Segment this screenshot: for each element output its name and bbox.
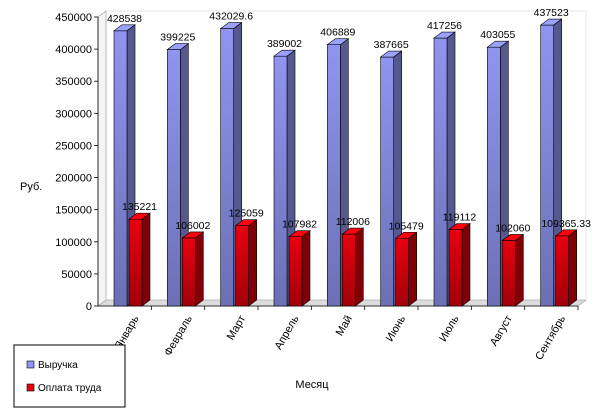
data-label-labor: 119112 — [443, 212, 477, 224]
data-label-labor: 102060 — [495, 222, 530, 234]
data-label-labor: 112006 — [336, 216, 370, 228]
y-tick-label: 0 — [86, 301, 92, 313]
x-tick-label: Март — [225, 314, 249, 343]
y-tick-label: 50000 — [61, 269, 92, 281]
y-tick-label: 250000 — [55, 140, 92, 152]
y-tick-label: 450000 — [55, 12, 92, 24]
x-tick-label: Апрель — [273, 313, 302, 352]
data-label-revenue: 399225 — [160, 32, 195, 44]
x-tick-label: Сентябрь — [533, 313, 568, 362]
y-tick-label: 100000 — [55, 237, 92, 249]
data-label-labor: 106002 — [175, 220, 210, 232]
side-wall — [97, 10, 107, 307]
data-label-revenue: 437523 — [534, 7, 569, 19]
bar-labor — [181, 231, 205, 307]
legend-swatch-revenue — [26, 360, 35, 369]
bar-revenue — [539, 18, 563, 307]
data-label-revenue: 403055 — [480, 29, 515, 41]
bar-labor — [501, 233, 525, 307]
bar-labor — [448, 222, 471, 307]
data-label-labor: 107982 — [282, 219, 317, 231]
x-tick-label: Февраль — [162, 313, 195, 358]
legend-label-revenue: Выручка — [38, 360, 78, 371]
x-tick-label: Июль — [437, 313, 462, 344]
y-tick-label: 400000 — [55, 44, 92, 56]
bar-labor — [288, 230, 311, 307]
data-label-labor: 125059 — [229, 208, 264, 220]
y-axis-title: Руб. — [20, 181, 42, 193]
y-tick-label: 350000 — [55, 76, 92, 88]
bar-labor — [234, 219, 258, 307]
y-tick-label: 200000 — [55, 173, 92, 185]
data-label-revenue: 406889 — [320, 27, 355, 39]
x-axis-ticks: Январь Февраль Март Апрель Май Июнь Июль Август… — [112, 306, 579, 362]
x-tick-label: Май — [334, 314, 355, 339]
data-label-revenue: 417256 — [427, 20, 462, 32]
bar-labor — [128, 212, 151, 307]
y-tick-label: 150000 — [55, 205, 92, 217]
data-label-labor: 105479 — [389, 220, 424, 232]
data-label-revenue: 432029.6 — [209, 11, 253, 23]
legend-box — [13, 344, 126, 408]
legend: Выручка Оплата труда — [13, 344, 126, 408]
data-label-labor: 109365.33 — [541, 218, 591, 230]
data-label-revenue: 428538 — [107, 13, 142, 25]
data-labels: 428538 135221 399225 106002 432029.6 125059 38… — [107, 7, 591, 234]
legend-label-labor: Оплата труда — [38, 383, 102, 394]
bar-labor — [554, 229, 578, 307]
bar-labor — [394, 231, 418, 307]
y-tick-label: 300000 — [55, 108, 92, 120]
data-label-revenue: 389002 — [267, 38, 302, 50]
bar-revenue — [379, 50, 403, 307]
bar-labor — [341, 227, 365, 307]
x-axis-title: Месяц — [295, 379, 329, 391]
x-tick-label: Август — [488, 314, 515, 349]
chart-bars — [113, 18, 578, 307]
x-tick-label: Июнь — [384, 313, 409, 343]
y-axis-ticks: 0 50000 100000 150000 200000 250000 300000 3500… — [55, 12, 98, 313]
data-label-revenue: 387665 — [374, 39, 409, 51]
data-label-labor: 135221 — [122, 201, 157, 213]
legend-swatch-labor — [26, 383, 35, 392]
